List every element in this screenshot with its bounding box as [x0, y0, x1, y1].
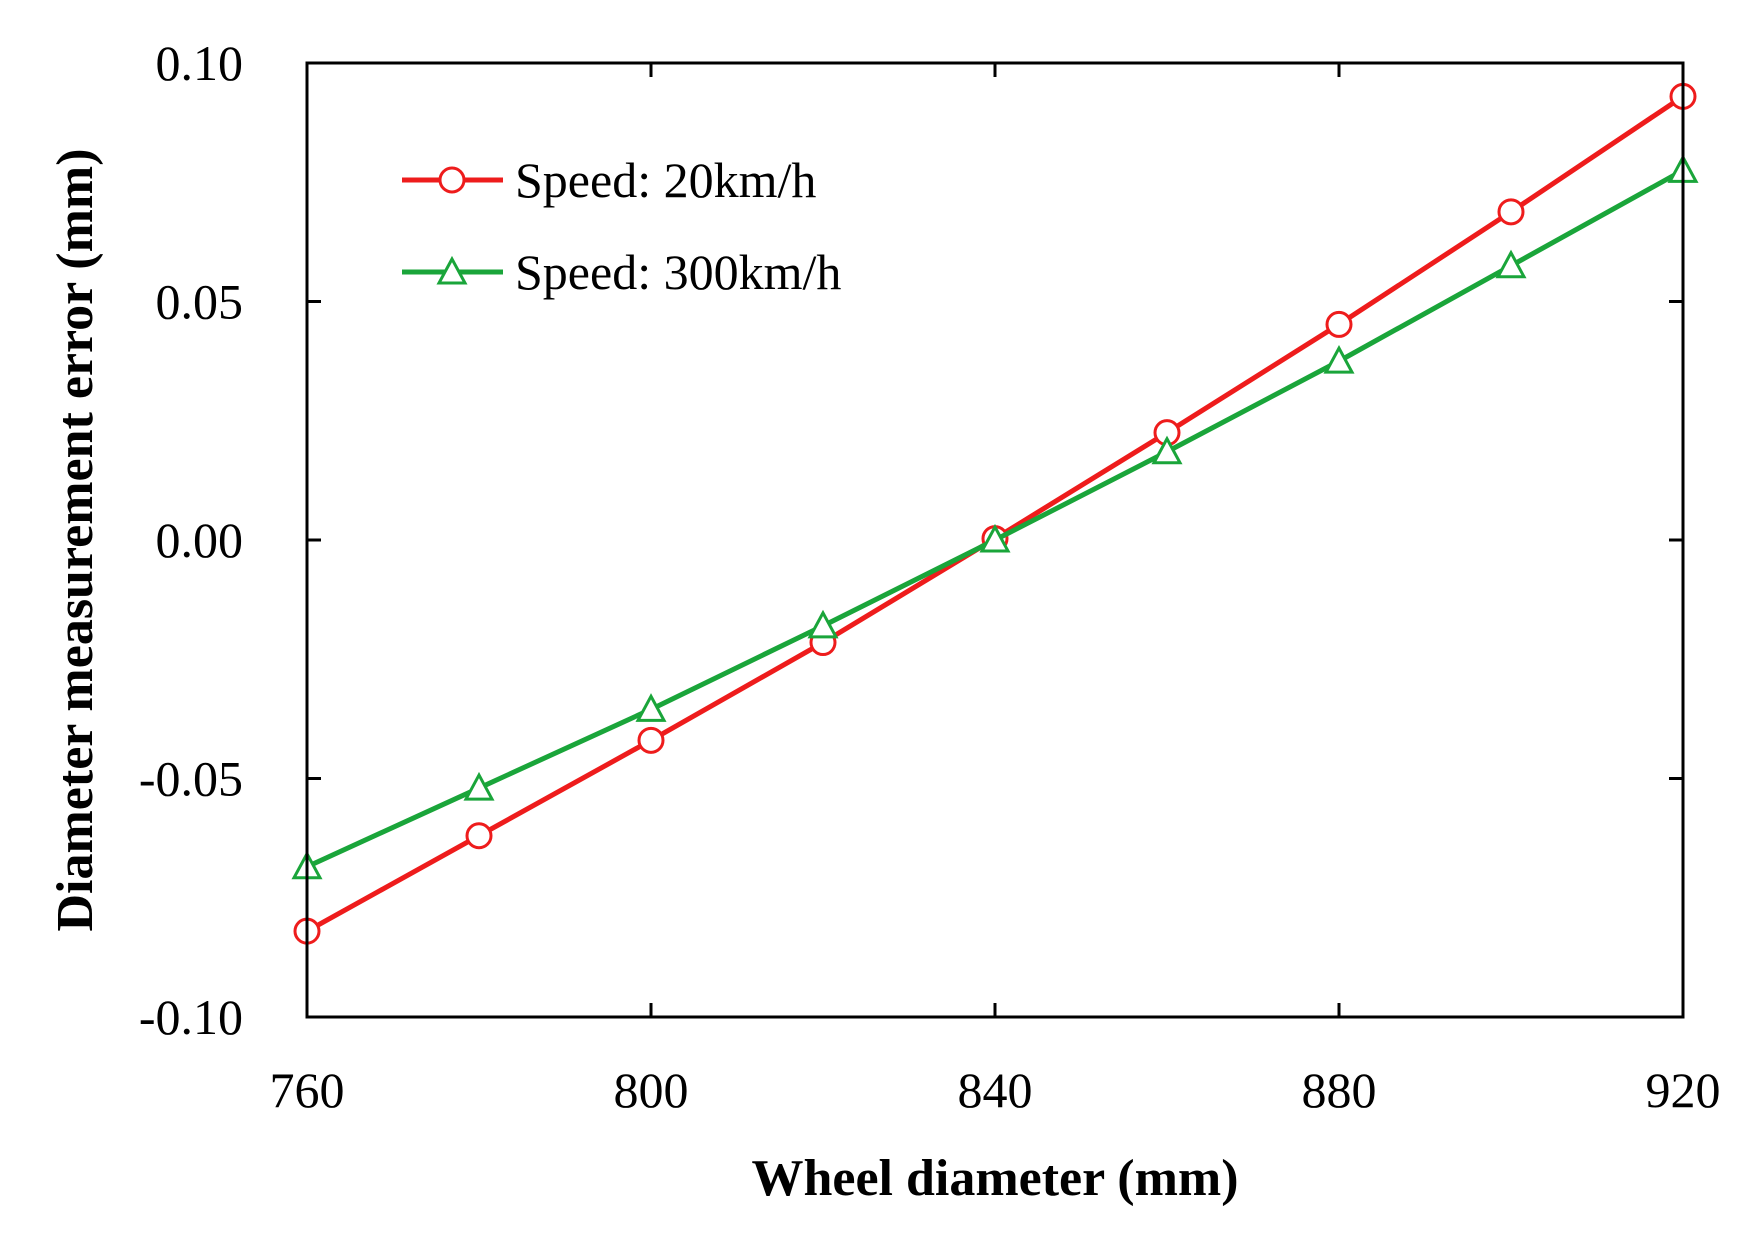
- data-point: [1323, 344, 1355, 374]
- data-point: [1495, 249, 1527, 279]
- x-tick-label: 880: [1302, 1062, 1377, 1118]
- data-point: [1497, 198, 1525, 226]
- data-point: [979, 523, 1011, 553]
- y-tick-label: -0.10: [139, 989, 243, 1045]
- data-point: [465, 822, 493, 850]
- legend-label: Speed: 300km/h: [515, 244, 841, 300]
- x-tick-label: 800: [614, 1062, 689, 1118]
- y-tick-label: 0.00: [156, 512, 244, 568]
- legend-label: Speed: 20km/h: [515, 152, 816, 208]
- ticks-layer: 760 800 840 880 920 -0.10 -0.05 0.00 0.05 0.10: [139, 35, 1721, 1118]
- y-tick-label: -0.05: [139, 751, 243, 807]
- data-point: [463, 771, 495, 801]
- legend-marker: [438, 166, 466, 194]
- x-tick-label: 840: [958, 1062, 1033, 1118]
- x-axis-title: Wheel diameter (mm): [751, 1150, 1238, 1207]
- series-layer: [291, 82, 1699, 945]
- x-tick-label: 760: [270, 1062, 345, 1118]
- data-point: [807, 609, 839, 639]
- y-tick-label: 0.10: [156, 35, 244, 91]
- legend: Speed: 20km/h Speed: 300km/h: [402, 152, 841, 300]
- data-point: [1325, 310, 1353, 338]
- data-point: [1151, 435, 1183, 465]
- y-tick-label: 0.05: [156, 274, 244, 330]
- x-tick-label: 920: [1646, 1062, 1721, 1118]
- legend-item-0: Speed: 20km/h: [402, 152, 816, 208]
- y-axis-title: Diameter measurement error (mm): [47, 148, 104, 931]
- legend-marker: [436, 255, 468, 285]
- legend-item-1: Speed: 300km/h: [402, 244, 841, 300]
- data-point: [635, 693, 667, 722]
- data-point: [637, 726, 665, 754]
